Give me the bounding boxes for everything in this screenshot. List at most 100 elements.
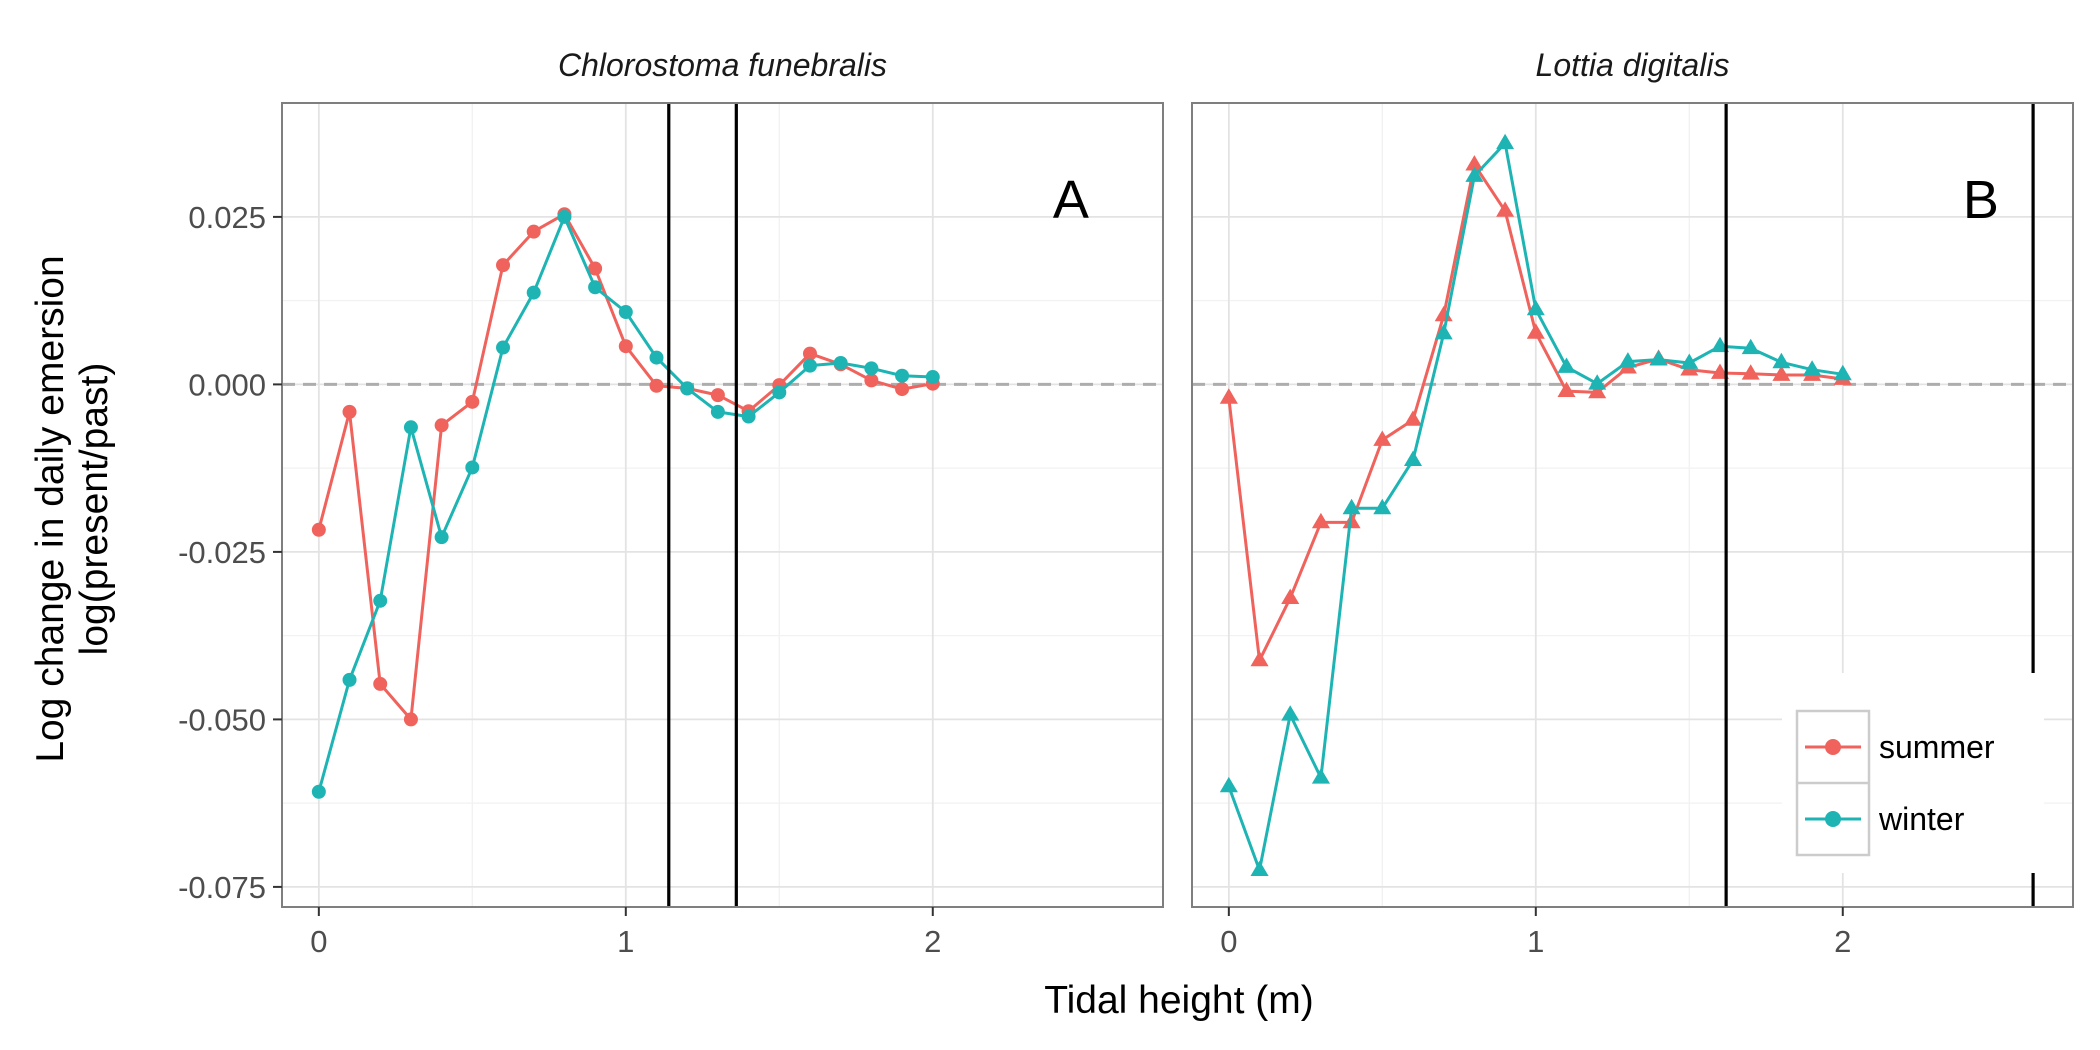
x-axis-title: Tidal height (m) [1044, 979, 1313, 1022]
data-point-summer [1557, 381, 1576, 397]
data-point-summer [1772, 365, 1791, 381]
data-point-summer [1311, 512, 1330, 529]
data-point-winter [1281, 705, 1300, 721]
data-point-winter [1741, 338, 1760, 355]
data-point-winter [1404, 450, 1422, 466]
data-point-winter [1434, 324, 1453, 340]
data-point-winter [895, 368, 910, 383]
data-point-winter [1618, 352, 1637, 368]
data-point-summer [618, 339, 633, 354]
data-point-winter [710, 404, 725, 419]
legend-key-marker-winter [1825, 811, 1841, 827]
data-point-winter [373, 593, 388, 608]
data-point-winter [342, 672, 357, 687]
data-point-summer [465, 394, 480, 409]
data-point-summer [588, 261, 603, 276]
legend: summer winter [1782, 673, 2044, 873]
data-point-summer [1711, 363, 1729, 379]
legend-label-summer: summer [1879, 729, 1995, 765]
data-point-summer [1281, 588, 1300, 604]
data-point-winter [1250, 860, 1269, 876]
data-point-winter [1219, 776, 1238, 793]
data-point-summer [403, 712, 418, 727]
data-point-winter [311, 784, 326, 799]
data-point-summer [373, 676, 388, 691]
x-tick-label: 1 [1527, 924, 1544, 959]
x-tick-label: 2 [924, 924, 941, 959]
panel-border [281, 102, 1164, 908]
data-point-winter [925, 370, 940, 385]
y-tick-label: 0.000 [188, 367, 266, 402]
panel-background [282, 103, 1163, 907]
data-point-winter [1496, 133, 1515, 150]
data-point-summer [649, 378, 664, 393]
data-point-winter [864, 361, 879, 376]
data-point-winter [526, 285, 541, 300]
panel-data [311, 103, 940, 907]
panel-data [1219, 103, 2035, 907]
data-point-winter [1680, 353, 1699, 369]
data-point-summer [1465, 155, 1484, 171]
data-point-winter [557, 209, 572, 224]
data-point-summer [311, 522, 326, 537]
data-point-summer [1588, 382, 1607, 399]
data-point-winter [434, 530, 449, 545]
legend-key-marker-summer [1825, 739, 1841, 755]
y-tick-label: -0.075 [178, 870, 266, 905]
data-point-summer [1526, 323, 1545, 339]
y-axis-title: Log change in daily emersion [29, 255, 72, 762]
data-point-summer [895, 382, 910, 397]
panel-border [1191, 102, 2074, 908]
data-point-winter [1833, 364, 1852, 381]
data-point-winter [588, 280, 603, 295]
x-tick-label: 0 [310, 924, 327, 959]
panel-letter: A [1053, 170, 1089, 230]
y-tick-label: 0.025 [188, 200, 266, 235]
data-point-winter [680, 381, 695, 396]
data-point-winter [1588, 374, 1607, 390]
x-tick-label: 2 [1834, 924, 1851, 959]
data-point-winter [465, 460, 480, 475]
data-point-summer [1496, 201, 1515, 217]
data-point-winter [1772, 352, 1791, 369]
x-tick-label: 0 [1220, 924, 1237, 959]
panel-title: Lottia digitalis [1536, 47, 1730, 83]
data-point-summer [1250, 650, 1269, 667]
data-point-winter [1803, 360, 1822, 376]
data-point-summer [526, 224, 541, 239]
data-point-winter [1342, 498, 1361, 515]
data-point-winter [1311, 768, 1330, 784]
y-tick-label: -0.025 [178, 535, 266, 570]
y-axis-subtitle: log(present/past) [73, 363, 116, 656]
x-tick-label: 1 [617, 924, 634, 959]
data-point-winter [1649, 350, 1668, 366]
legend-label-winter: winter [1878, 801, 1965, 837]
data-point-winter [1465, 166, 1484, 182]
data-point-winter [1373, 498, 1392, 515]
data-point-winter [772, 385, 787, 400]
data-point-winter [833, 355, 848, 370]
data-point-summer [1741, 364, 1760, 380]
panel-a: Chlorostoma funebralis A [281, 47, 1164, 908]
data-point-winter [618, 305, 633, 320]
data-point-summer [1404, 410, 1422, 426]
y-tick-label: -0.050 [178, 702, 266, 737]
data-point-summer [496, 258, 511, 273]
data-point-winter [649, 350, 664, 365]
data-point-summer [1373, 430, 1392, 446]
panel-letter: B [1963, 170, 1999, 230]
data-point-winter [741, 409, 756, 424]
data-point-summer [1219, 388, 1238, 404]
data-point-winter [1526, 299, 1545, 316]
data-point-summer [342, 404, 357, 419]
data-point-summer [710, 388, 725, 403]
panel-title: Chlorostoma funebralis [558, 47, 887, 83]
legend-background [1782, 673, 2044, 873]
axes-layer: 0 1 2 0 1 2 0.025 0.000 -0.025 -0.050 -0.075 [178, 200, 1851, 959]
data-point-winter [1711, 336, 1729, 353]
data-point-winter [403, 420, 418, 435]
data-point-winter [496, 340, 511, 355]
data-point-winter [1557, 357, 1576, 373]
data-point-summer [434, 418, 449, 433]
data-point-winter [802, 358, 817, 373]
